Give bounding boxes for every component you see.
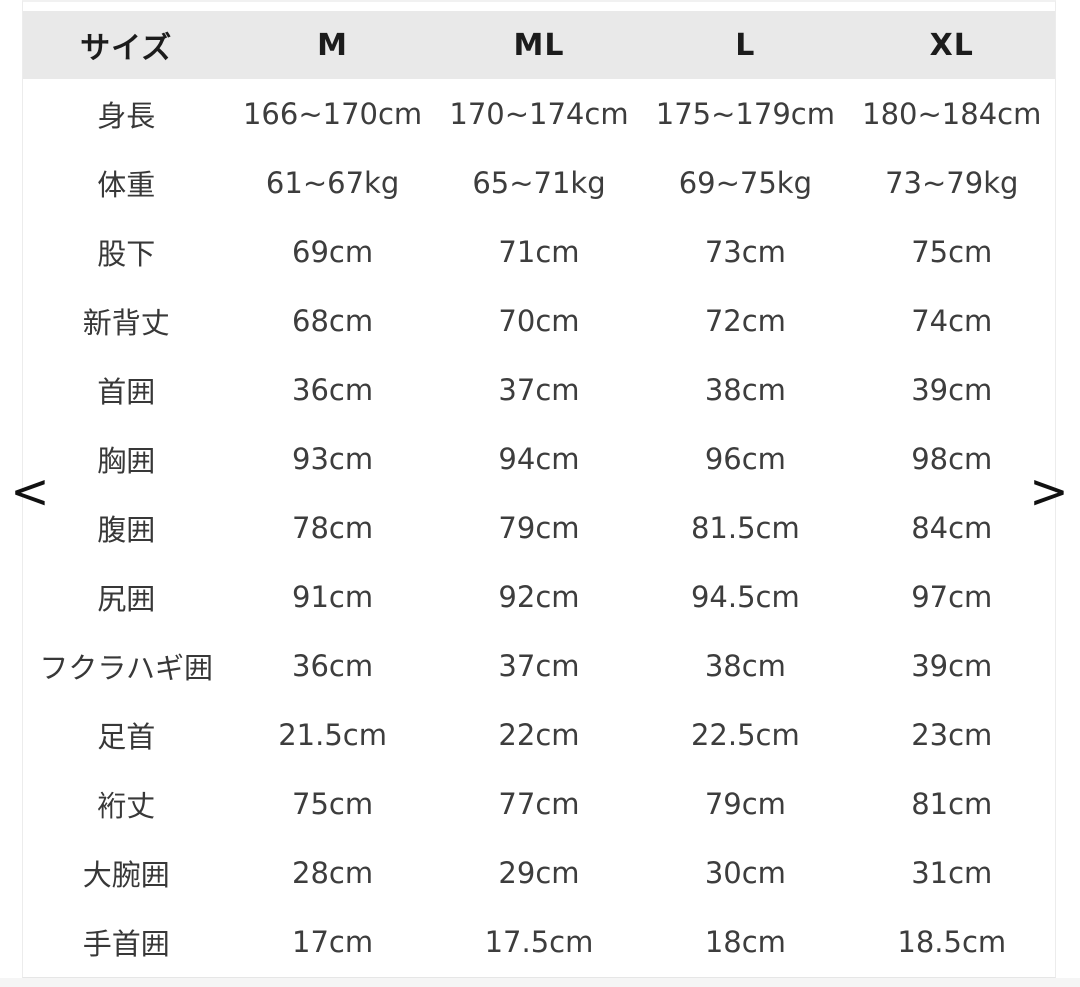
row-label: 胸囲 [97, 443, 156, 478]
row-value: 28cm [292, 856, 374, 891]
row-value: 71cm [498, 234, 580, 269]
row-value: 170~174cm [449, 96, 629, 131]
row-value: 17cm [292, 925, 374, 960]
row-value: 175~179cm [655, 96, 835, 131]
row-value: 69~75kg [678, 165, 813, 200]
row-label: 尻囲 [97, 582, 156, 617]
size-chart-image: サイズ M ML L XL 身長 166~170cm 170~174cm 175… [22, 0, 1056, 978]
row-value: 92cm [498, 580, 580, 615]
row-value: 18.5cm [897, 925, 1007, 960]
row-value: 23cm [911, 718, 993, 753]
table-row: 体重 61~67kg 65~71kg 69~75kg 73~79kg [23, 148, 1055, 217]
row-label: 体重 [97, 167, 156, 202]
column-header-ml: ML [513, 27, 565, 63]
row-value: 73~79kg [885, 165, 1019, 200]
row-value: 94cm [498, 441, 580, 476]
row-label: 身長 [97, 98, 156, 133]
row-value: 94.5cm [690, 580, 800, 615]
row-value: 91cm [292, 580, 374, 615]
table-row: 腹囲 78cm 79cm 81.5cm 84cm [23, 493, 1055, 562]
row-value: 73cm [704, 234, 786, 269]
row-value: 22cm [498, 718, 580, 753]
row-value: 75cm [911, 234, 993, 269]
table-row: 身長 166~170cm 170~174cm 175~179cm 180~184… [23, 79, 1055, 148]
row-value: 39cm [911, 372, 993, 407]
row-value: 70cm [498, 303, 580, 338]
row-label: 手首囲 [82, 927, 170, 962]
row-value: 79cm [704, 787, 786, 822]
size-chart-body: 身長 166~170cm 170~174cm 175~179cm 180~184… [23, 79, 1055, 977]
chevron-right-icon: > [1029, 464, 1069, 520]
row-value: 36cm [292, 372, 374, 407]
row-value: 84cm [911, 511, 993, 545]
row-value: 36cm [292, 649, 374, 684]
table-row: 裄丈 75cm 77cm 79cm 81cm [23, 770, 1055, 839]
chevron-left-icon: < [10, 464, 50, 520]
table-row: 尻囲 91cm 92cm 94.5cm 97cm [23, 563, 1055, 632]
row-value: 29cm [498, 856, 580, 891]
row-value: 79cm [498, 511, 580, 545]
row-value: 38cm [704, 649, 786, 684]
row-value: 98cm [911, 441, 993, 476]
column-header-m: M [317, 27, 349, 63]
row-value: 31cm [911, 856, 993, 891]
table-row: 手首囲 17cm 17.5cm 18cm 18.5cm [23, 908, 1055, 977]
row-value: 38cm [704, 372, 786, 407]
row-value: 39cm [911, 649, 993, 684]
row-label: フクラハギ囲 [39, 651, 214, 686]
row-value: 69cm [292, 234, 374, 269]
table-row: 新背丈 68cm 70cm 72cm 74cm [23, 286, 1055, 355]
row-label: 足首 [97, 720, 156, 755]
column-header-l: L [735, 27, 756, 63]
column-header-size: サイズ [80, 31, 173, 66]
row-label: 首囲 [97, 374, 156, 409]
row-label: 股下 [97, 236, 156, 271]
row-value: 72cm [704, 303, 786, 338]
table-row: 首囲 36cm 37cm 38cm 39cm [23, 355, 1055, 424]
row-value: 77cm [498, 787, 580, 822]
row-value: 17.5cm [484, 925, 594, 960]
carousel-next-button[interactable]: > [1029, 469, 1068, 516]
column-header-xl: XL [929, 27, 974, 63]
row-label: 裄丈 [97, 789, 156, 824]
row-value: 21.5cm [278, 718, 387, 753]
table-row: 股下 69cm 71cm 73cm 75cm [23, 217, 1055, 286]
row-value: 166~170cm [242, 96, 423, 131]
table-row: 足首 21.5cm 22cm 22.5cm 23cm [23, 701, 1055, 770]
row-value: 18cm [704, 925, 786, 960]
row-value: 81cm [911, 787, 993, 822]
carousel-prev-button[interactable]: < [10, 469, 49, 516]
row-label: 大腕囲 [82, 858, 170, 893]
size-chart-header-row: サイズ M ML L XL [23, 11, 1055, 79]
page-bottom-strip [0, 978, 1080, 987]
table-row: フクラハギ囲 36cm 37cm 38cm 39cm [23, 632, 1055, 701]
row-value: 74cm [911, 303, 993, 338]
row-label: 新背丈 [82, 305, 170, 340]
row-value: 75cm [292, 787, 374, 822]
row-value: 61~67kg [265, 165, 400, 200]
row-value: 68cm [292, 303, 374, 338]
row-value: 96cm [704, 441, 786, 476]
table-row: 胸囲 93cm 94cm 96cm 98cm [23, 424, 1055, 493]
row-value: 81.5cm [690, 511, 800, 545]
row-value: 37cm [498, 372, 580, 407]
row-value: 65~71kg [472, 165, 606, 200]
row-value: 22.5cm [690, 718, 800, 753]
table-row: 大腕囲 28cm 29cm 30cm 31cm [23, 839, 1055, 908]
row-value: 93cm [292, 441, 374, 476]
row-label: 腹囲 [97, 513, 156, 547]
row-value: 37cm [498, 649, 580, 684]
row-value: 78cm [292, 511, 374, 545]
row-value: 97cm [911, 580, 993, 615]
row-value: 30cm [704, 856, 786, 891]
row-value: 180~184cm [862, 96, 1042, 131]
